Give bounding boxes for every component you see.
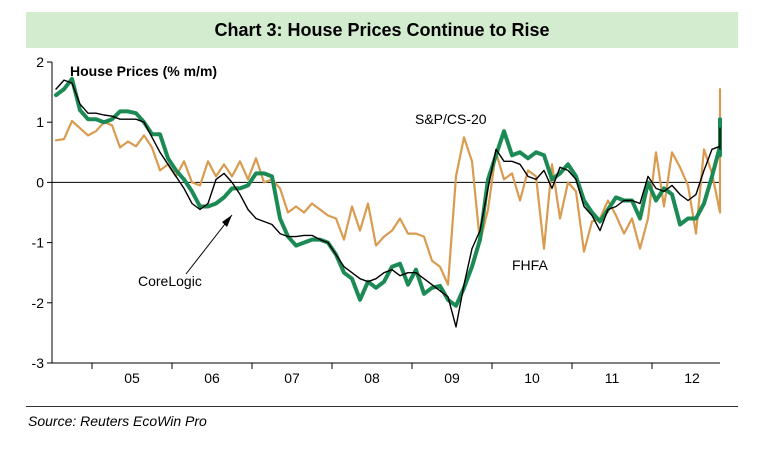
x-tick-label: 07 — [284, 370, 300, 386]
x-tick-label: 09 — [444, 370, 460, 386]
chart-title: Chart 3: House Prices Continue to Rise — [214, 19, 550, 40]
x-tick-label: 11 — [605, 370, 620, 386]
chart-labels: House Prices (% m/m) S&P/CS-20 CoreLogic… — [70, 63, 548, 289]
chart-series — [54, 76, 722, 328]
y-tick-label: 2 — [36, 54, 44, 70]
y-tick-label: -3 — [32, 355, 45, 371]
y-tick-label: 1 — [36, 114, 44, 130]
y-axis-label: House Prices (% m/m) — [70, 63, 217, 79]
chart-axes: 210-1-2-305 06 07 08 09 10 11 12 — [32, 54, 720, 386]
x-tick-label: 12 — [684, 370, 700, 386]
annotation-sp-cs20: S&P/CS-20 — [415, 111, 487, 127]
y-tick-label: 0 — [36, 174, 44, 190]
bottom-divider — [26, 406, 738, 407]
corelogic-pointer-arrowhead — [222, 215, 232, 227]
annotation-corelogic: CoreLogic — [138, 273, 202, 289]
x-tick-label: 10 — [524, 370, 540, 386]
y-tick-label: -1 — [32, 235, 45, 251]
annotation-fhfa: FHFA — [512, 257, 548, 273]
series-line-fhfa — [54, 87, 722, 286]
corelogic-pointer-line — [185, 214, 233, 275]
series-line-corelogic — [55, 79, 721, 328]
y-tick-label: -2 — [32, 295, 45, 311]
chart-title-bar: Chart 3: House Prices Continue to Rise — [26, 12, 738, 48]
x-tick-label: 05 — [124, 370, 140, 386]
x-tick-label: 06 — [204, 370, 220, 386]
source-note: Source: Reuters EcoWin Pro — [28, 413, 207, 429]
x-tick-label: 08 — [364, 370, 380, 386]
